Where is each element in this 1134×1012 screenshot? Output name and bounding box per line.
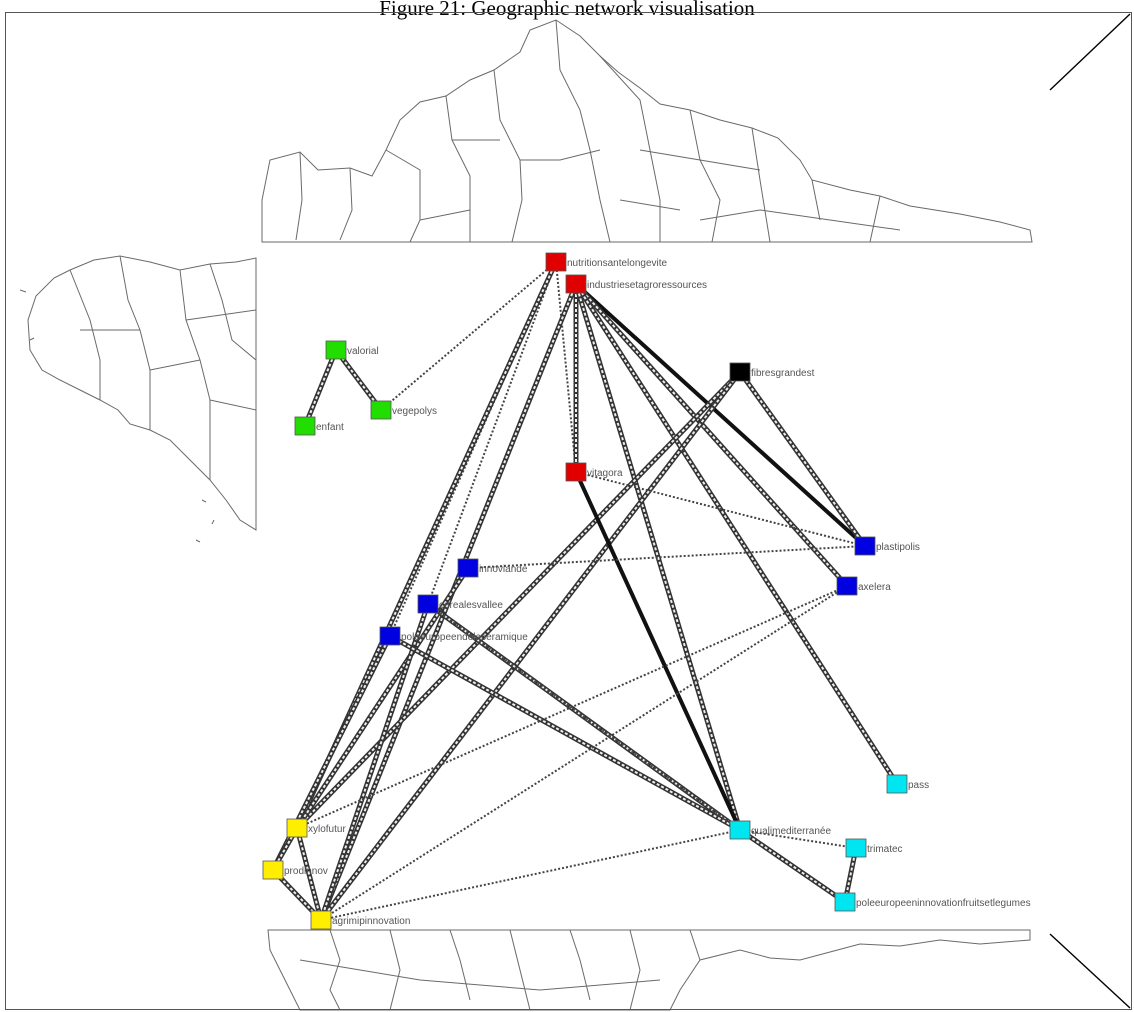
edge-vitagora-qualimediterranee: [574, 471, 742, 831]
edge-innoviande-plastipolis: [467, 545, 866, 569]
node-label: qualimediterranée: [751, 826, 831, 837]
node-marker[interactable]: [417, 594, 439, 614]
france-map: [19, 19, 1033, 1011]
node-marker[interactable]: [834, 892, 856, 912]
node-marker[interactable]: [310, 910, 332, 930]
edge-axelera-xylofutur: [296, 585, 848, 829]
node-marker[interactable]: [565, 274, 587, 294]
node-fibresgrandest[interactable]: fibresgrandest: [729, 362, 815, 382]
node-label: plastipolis: [876, 542, 920, 553]
edge-industriesetagroressources-axelera: [574, 282, 849, 588]
edge-nutritionsantelongevite-cerealesvallee: [427, 261, 557, 605]
node-label: vitagora: [587, 468, 623, 479]
node-enfant[interactable]: enfant: [294, 416, 344, 436]
node-marker[interactable]: [294, 416, 316, 436]
node-marker[interactable]: [845, 838, 867, 858]
node-label: valorial: [347, 346, 379, 357]
network-nodes: nutritionsantelongevite industriesetagror…: [262, 252, 1031, 930]
edge-valorial-enfant: [302, 349, 339, 427]
node-label: vegepolys: [392, 406, 437, 417]
node-label: enfant: [316, 422, 344, 433]
corner-line-bottom: [1049, 933, 1131, 1009]
node-cerealesvallee[interactable]: cerealesvallee: [417, 594, 503, 614]
node-valorial[interactable]: valorial: [325, 340, 379, 360]
node-plastipolis[interactable]: plastipolis: [854, 536, 920, 556]
figure-caption: Figure 21: Geographic network visualisat…: [379, 0, 755, 20]
edge-valorial-vegepolys: [334, 348, 383, 412]
edge-cerealesvallee-agrimipinnovation: [318, 603, 431, 921]
node-nutritionsantelongevite[interactable]: nutritionsantelongevite: [545, 252, 668, 272]
node-label: trimatec: [867, 844, 903, 855]
node-marker[interactable]: [886, 774, 908, 794]
node-marker[interactable]: [262, 860, 284, 880]
node-marker[interactable]: [370, 400, 392, 420]
node-innoviande[interactable]: innoviande: [457, 558, 528, 578]
edge-nutritionsantelongevite-vegepolys: [380, 261, 557, 411]
node-label: innoviande: [479, 564, 528, 575]
edge-fibresgrandest-xylofutur: [295, 370, 742, 830]
node-label: pass: [908, 780, 929, 791]
node-agrimipinnovation[interactable]: agrimipinnovation: [310, 910, 410, 930]
map-north: [261, 19, 1033, 243]
node-label: prodinnov: [284, 866, 328, 877]
edge-xylofutur-agrimipinnovation: [294, 827, 324, 921]
node-marker[interactable]: [325, 340, 347, 360]
node-marker[interactable]: [379, 626, 401, 646]
node-marker[interactable]: [729, 362, 751, 382]
network-edges: [270, 260, 900, 922]
node-label: xylofutur: [308, 824, 346, 835]
node-label: fibresgrandest: [751, 368, 815, 379]
node-marker[interactable]: [457, 558, 479, 578]
node-industriesetagroressources[interactable]: industriesetagroressources: [565, 274, 707, 294]
map-west: [27, 255, 257, 531]
node-label: axelera: [858, 582, 891, 593]
edge-industriesetagroressources-plastipolis: [574, 282, 867, 548]
map-west-borders: [69, 255, 257, 480]
node-poleeuropeeninnovationfruitsetlegumes[interactable]: poleeuropeeninnovationfruitsetlegumes: [834, 892, 1031, 912]
node-marker[interactable]: [565, 462, 587, 482]
edge-nutritionsantelongevite-vitagora: [555, 261, 577, 473]
node-label: poleeuropeendelaceramique: [401, 632, 528, 643]
edge-fibresgrandest-agrimipinnovation: [319, 370, 742, 922]
node-label: industriesetagroressources: [587, 280, 707, 291]
node-marker[interactable]: [545, 252, 567, 272]
node-marker[interactable]: [729, 820, 751, 840]
node-qualimediterranee[interactable]: qualimediterranée: [729, 820, 831, 840]
node-prodinnov[interactable]: prodinnov: [262, 860, 328, 880]
edge-industriesetagroressources-qualimediterranee: [573, 283, 743, 831]
edge-fibresgrandest-plastipolis: [737, 370, 868, 548]
node-marker[interactable]: [854, 536, 876, 556]
map-north-borders: [295, 19, 901, 243]
edge-qualimediterranee-agrimipinnovation: [320, 829, 741, 921]
edge-qualimediterranee-poleeuropeeninnovationfruitsetlegumes: [738, 827, 847, 905]
node-label: poleeuropeeninnovationfruitsetlegumes: [856, 898, 1031, 909]
edge-qualimediterranee-trimatec: [739, 829, 857, 849]
node-marker[interactable]: [286, 818, 308, 838]
edge-industriesetagroressources-pass: [573, 282, 900, 786]
node-vegepolys[interactable]: vegepolys: [370, 400, 437, 420]
node-pass[interactable]: pass: [886, 774, 929, 794]
edge-qualimediterranee-cerealesvallee: [427, 603, 741, 831]
node-label: nutritionsantelongevite: [567, 258, 668, 269]
node-axelera[interactable]: axelera: [836, 576, 891, 596]
node-xylofutur[interactable]: xylofutur: [286, 818, 346, 838]
node-vitagora[interactable]: vitagora: [565, 462, 623, 482]
node-label: cerealesvallee: [439, 600, 503, 611]
node-label: agrimipinnovation: [332, 916, 410, 927]
node-poleeuropeendelaceramique[interactable]: poleeuropeendelaceramique: [379, 626, 528, 646]
corner-line-top: [1049, 13, 1131, 91]
edge-vitagora-plastipolis: [575, 471, 866, 547]
map-south-borders: [299, 929, 701, 1011]
map-west-islands: [19, 289, 215, 543]
edge-poleeuropeendelaceramique-qualimediterranee: [388, 633, 742, 833]
node-marker[interactable]: [836, 576, 858, 596]
map-south: [267, 929, 1031, 1011]
node-trimatec[interactable]: trimatec: [845, 838, 903, 858]
